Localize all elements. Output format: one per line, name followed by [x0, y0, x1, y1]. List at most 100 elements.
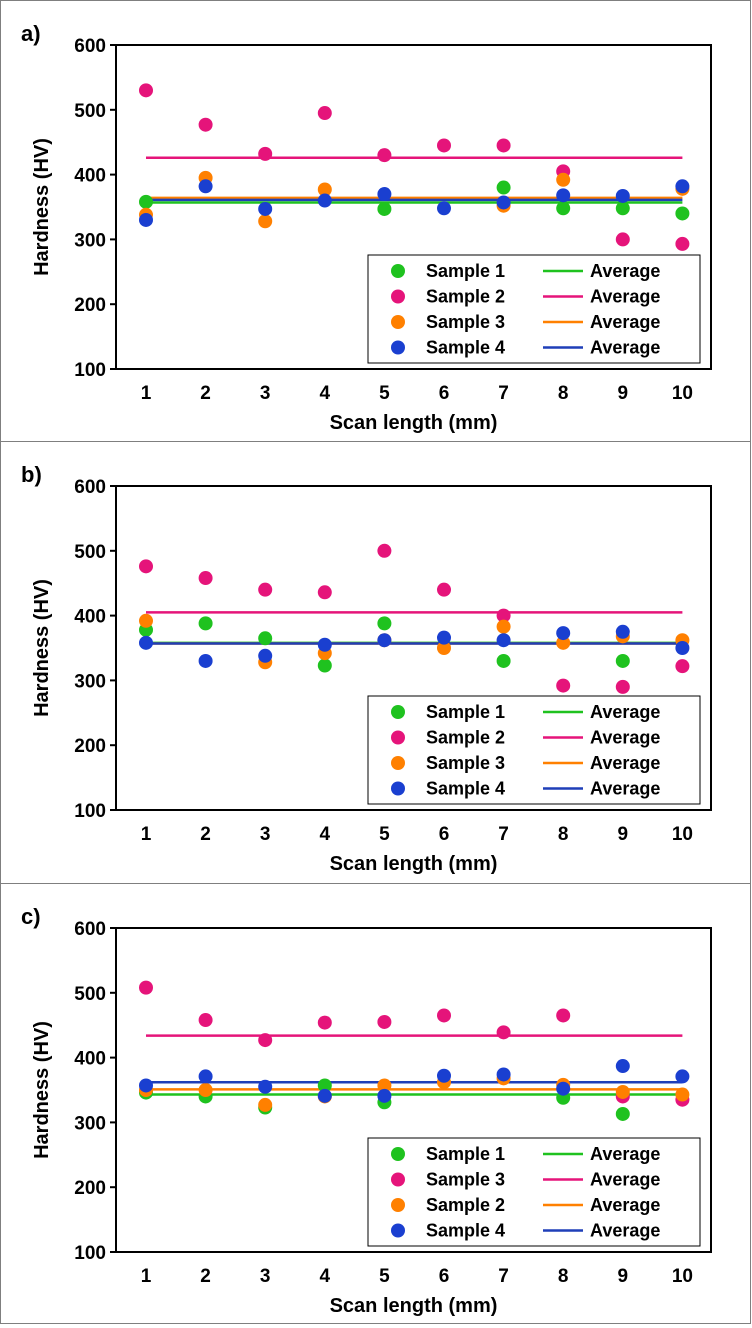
x-axis-title: Scan length (mm) — [330, 412, 498, 434]
x-tick-label: 1 — [141, 824, 152, 845]
data-point — [317, 106, 332, 121]
data-point — [317, 193, 332, 208]
legend-label: Sample 4 — [426, 1221, 505, 1241]
x-tick-label: 2 — [200, 824, 211, 845]
legend-label: Sample 3 — [426, 312, 505, 332]
data-point — [258, 214, 273, 229]
x-tick-label: 3 — [260, 824, 271, 845]
data-point — [675, 236, 690, 251]
data-point — [258, 648, 273, 663]
data-point — [258, 1033, 273, 1048]
panel-label: a) — [21, 21, 41, 46]
data-point — [139, 1078, 153, 1093]
data-point — [437, 201, 451, 216]
panel-label: c) — [21, 904, 41, 929]
data-point — [377, 1088, 392, 1103]
y-tick-label: 300 — [74, 671, 106, 692]
data-point — [377, 148, 392, 163]
y-tick-label: 400 — [74, 166, 106, 187]
data-point — [675, 659, 690, 674]
x-tick-label: 10 — [672, 824, 693, 845]
data-point — [556, 626, 571, 641]
data-point — [437, 641, 451, 655]
data-point — [675, 641, 690, 655]
data-point — [437, 138, 451, 153]
data-point — [496, 138, 511, 153]
data-point — [139, 635, 153, 650]
legend-marker — [391, 340, 405, 355]
x-tick-label: 10 — [672, 383, 693, 404]
data-point — [377, 633, 392, 648]
data-point — [556, 172, 571, 187]
y-tick-label: 500 — [74, 542, 106, 563]
data-point — [198, 571, 213, 586]
chart-panel-a: a) 100 200 300 400 500 600 1 2 3 4 5 6 7 8 9 10 Scan leng… — [0, 0, 751, 442]
legend-marker — [391, 1198, 405, 1212]
legend-marker — [391, 315, 405, 329]
data-point — [317, 1088, 332, 1103]
legend-box — [367, 695, 701, 805]
legend-marker — [391, 1172, 405, 1187]
legend-average-label: Average — [590, 338, 660, 358]
data-point — [496, 633, 511, 648]
legend-marker — [391, 1223, 405, 1238]
x-tick-label: 6 — [439, 824, 450, 845]
x-tick-label: 7 — [498, 824, 509, 845]
data-point — [139, 980, 153, 995]
data-point — [437, 630, 451, 645]
data-point — [198, 1083, 213, 1097]
x-tick-label: 2 — [200, 1266, 211, 1287]
x-tick-label: 6 — [439, 1266, 450, 1287]
plot-area — [115, 485, 712, 811]
y-tick-label: 100 — [74, 1243, 106, 1264]
data-point — [317, 1015, 332, 1030]
data-point — [317, 182, 332, 197]
legend-label: Sample 3 — [426, 1170, 505, 1190]
legend-label: Sample 2 — [426, 728, 505, 748]
data-point — [139, 613, 153, 628]
data-point — [317, 585, 332, 600]
y-tick-label: 300 — [74, 1113, 106, 1134]
data-point — [198, 179, 213, 194]
data-point — [496, 1025, 511, 1040]
legend-box — [367, 254, 701, 364]
data-point — [496, 653, 511, 668]
legend-marker — [391, 781, 405, 796]
x-tick-label: 8 — [558, 824, 569, 845]
legend-box — [367, 1137, 701, 1247]
legend-label: Sample 1 — [426, 261, 505, 281]
data-point — [139, 194, 153, 209]
y-tick-label: 300 — [74, 230, 106, 251]
x-tick-label: 10 — [672, 1266, 693, 1287]
legend-average-label: Average — [590, 1144, 660, 1164]
x-tick-label: 7 — [498, 1266, 509, 1287]
panel-label: b) — [21, 462, 42, 487]
x-tick-label: 9 — [618, 1266, 629, 1287]
legend-label: Sample 2 — [426, 287, 505, 307]
data-point — [258, 1079, 273, 1094]
y-tick-label: 200 — [74, 736, 106, 757]
data-point — [317, 637, 332, 652]
data-point — [675, 1087, 690, 1102]
legend-average-label: Average — [590, 261, 660, 281]
data-point — [615, 201, 630, 216]
data-point — [258, 582, 273, 597]
data-point — [615, 232, 630, 247]
y-tick-label: 500 — [74, 101, 106, 122]
data-point — [437, 1068, 451, 1083]
data-point — [377, 201, 392, 216]
y-tick-label: 100 — [74, 801, 106, 822]
legend-marker — [391, 730, 405, 745]
data-point — [496, 180, 511, 195]
legend-marker — [391, 705, 405, 719]
data-point — [556, 678, 571, 693]
data-point — [437, 1008, 451, 1023]
data-point — [198, 1069, 213, 1084]
plot-area — [115, 44, 712, 370]
y-tick-label: 600 — [74, 477, 106, 498]
x-tick-label: 1 — [141, 383, 152, 404]
legend-marker — [391, 264, 405, 278]
y-tick-label: 100 — [74, 360, 106, 381]
legend-label: Sample 3 — [426, 753, 505, 773]
y-tick-label: 200 — [74, 295, 106, 316]
